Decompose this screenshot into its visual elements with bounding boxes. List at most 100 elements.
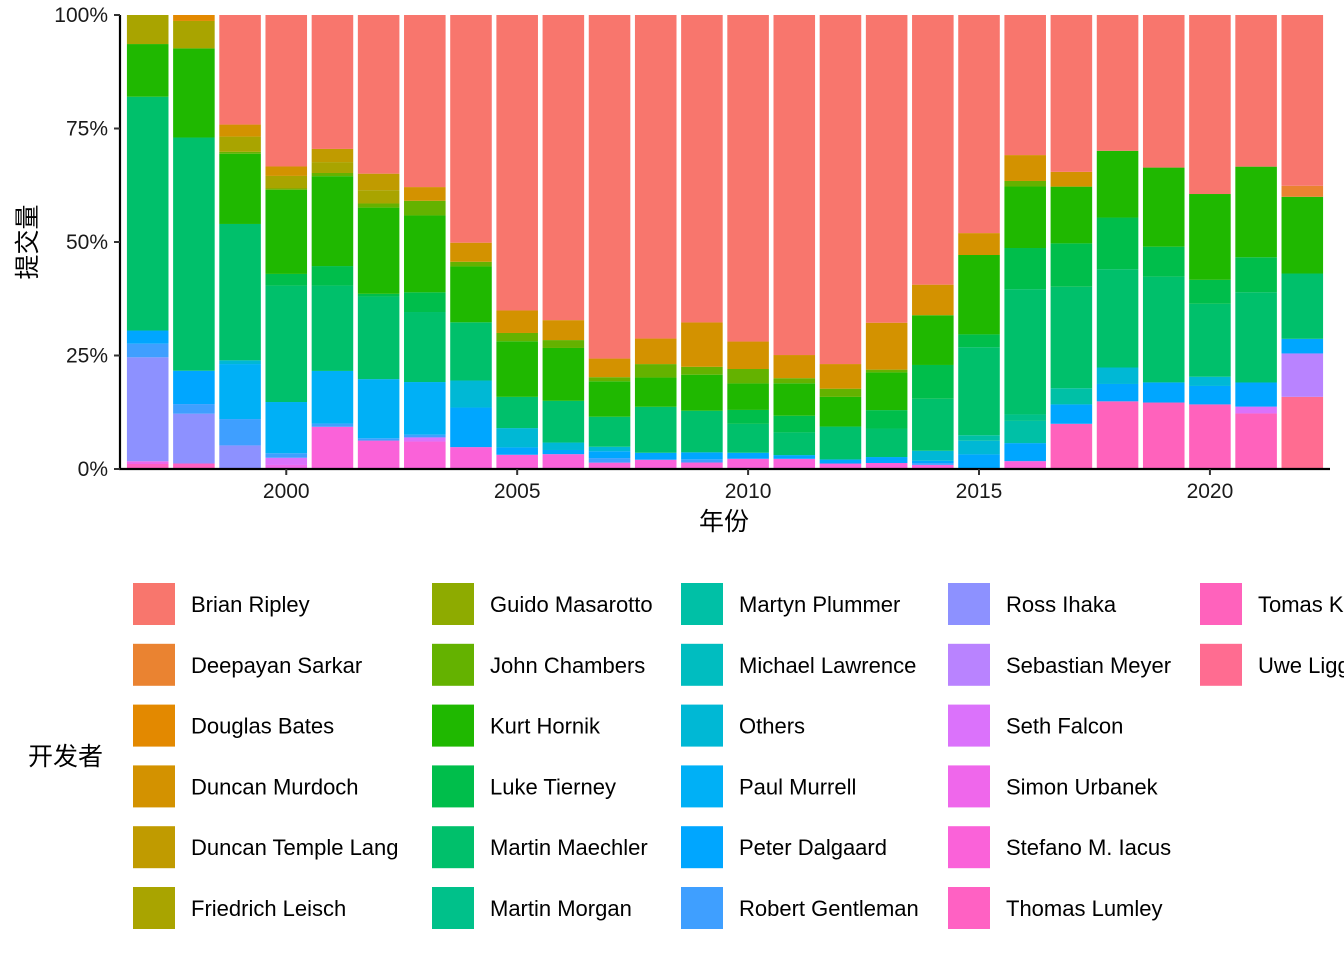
bar-segment [588, 458, 631, 463]
legend-label: Martin Morgan [490, 896, 632, 921]
bar-segment [819, 426, 862, 460]
bar-segment [1235, 15, 1277, 167]
x-tick-label: 2020 [1187, 480, 1234, 503]
bar-segment [357, 207, 400, 294]
x-tick-label: 2005 [494, 480, 541, 503]
bar-segment [634, 364, 677, 378]
legend-label: Robert Gentleman [739, 896, 919, 921]
bar-segment [1050, 404, 1093, 424]
bar-segment [265, 457, 308, 465]
plot-bars [126, 15, 1324, 469]
bar-segment [450, 266, 492, 323]
bar-segment [404, 215, 446, 293]
bar-segment [773, 458, 816, 469]
bar-segment [404, 434, 446, 438]
bar-segment [1004, 443, 1046, 462]
bar-segment [542, 400, 585, 443]
bar-segment [727, 15, 769, 342]
bar-segment [681, 374, 723, 411]
bar-segment [1281, 396, 1324, 469]
bar-segment [1281, 196, 1324, 274]
legend-key [681, 826, 723, 869]
bar-segment [1281, 273, 1324, 339]
bar-segment [496, 428, 538, 448]
legend-label: Duncan Temple Lang [191, 835, 399, 860]
bar-segment [912, 463, 954, 465]
bar-segment [912, 450, 954, 461]
bar-segment [588, 381, 631, 417]
bar-segment [1004, 155, 1046, 181]
bar-segment [634, 406, 677, 453]
legend-label: Simon Urbanek [1006, 774, 1159, 799]
bar-segment [958, 347, 1000, 436]
bar-segment [173, 413, 215, 464]
bar-segment [357, 293, 400, 297]
bar-segment [727, 458, 769, 469]
bar-segment [496, 396, 538, 429]
y-axis-title: 提交量 [13, 204, 42, 279]
bar-segment [404, 292, 446, 313]
legend-label: Michael Lawrence [739, 653, 916, 678]
bar-segment [773, 415, 816, 433]
bar-segment [634, 377, 677, 407]
bar-segment [773, 15, 816, 356]
bar-segment [865, 463, 908, 469]
bar-segment [912, 464, 954, 469]
bar-segment [357, 173, 400, 191]
bar-segment [958, 435, 1000, 441]
legend-label: Uwe Ligges [1258, 653, 1344, 678]
bar-segment [173, 15, 215, 21]
bar-segment [126, 461, 169, 465]
bar-segment [265, 166, 308, 176]
bar-segment [1050, 171, 1093, 187]
bar-segment [681, 452, 723, 460]
legend-key [133, 643, 175, 686]
bar-segment [404, 15, 446, 188]
bar-segment [912, 15, 954, 285]
bar-segment [265, 453, 308, 458]
bar-segment [404, 382, 446, 435]
bar-segment [727, 383, 769, 410]
legend-key [681, 643, 723, 686]
bar-segment [1142, 382, 1185, 403]
bar-segment [912, 460, 954, 464]
bar-segment [404, 312, 446, 383]
bar-segment [450, 380, 492, 408]
bar-segment [958, 454, 1000, 469]
bar-segment [958, 334, 1000, 348]
x-tick-label: 2010 [725, 480, 772, 503]
bar-segment [865, 372, 908, 411]
bar-segment [311, 172, 354, 177]
bar-segment [1235, 292, 1277, 383]
bar-segment [1142, 246, 1185, 277]
bar-segment [588, 416, 631, 447]
bar-segment [265, 285, 308, 403]
bar-segment [126, 96, 169, 331]
y-tick-label: 50% [66, 231, 108, 254]
bar-segment [1050, 388, 1093, 405]
bar-segment [1142, 167, 1185, 247]
bar-segment [819, 364, 862, 389]
bar-segment [265, 15, 308, 167]
bar-segment [542, 449, 585, 455]
bar-segment [126, 330, 169, 344]
bar-segment [1050, 423, 1093, 469]
bar-segment [1235, 382, 1277, 407]
legend-label: Others [739, 714, 805, 739]
bar-segment [126, 357, 169, 462]
bar-segment [1189, 385, 1231, 405]
legend-key [681, 704, 723, 747]
bar-segment [219, 124, 261, 137]
bar-segment [126, 464, 169, 469]
legend-key [1200, 643, 1242, 686]
legend-label: Friedrich Leisch [191, 896, 346, 921]
legend: 开发者 Brian Ripley Deepayan Sarkar Douglas B… [28, 583, 1344, 929]
bar-segment [126, 15, 169, 45]
legend-key [133, 704, 175, 747]
x-axis-title: 年份 [699, 507, 749, 536]
legend-key [948, 583, 990, 625]
legend-key [133, 826, 175, 869]
bar-segment [126, 44, 169, 97]
bar-segment [1050, 286, 1093, 389]
